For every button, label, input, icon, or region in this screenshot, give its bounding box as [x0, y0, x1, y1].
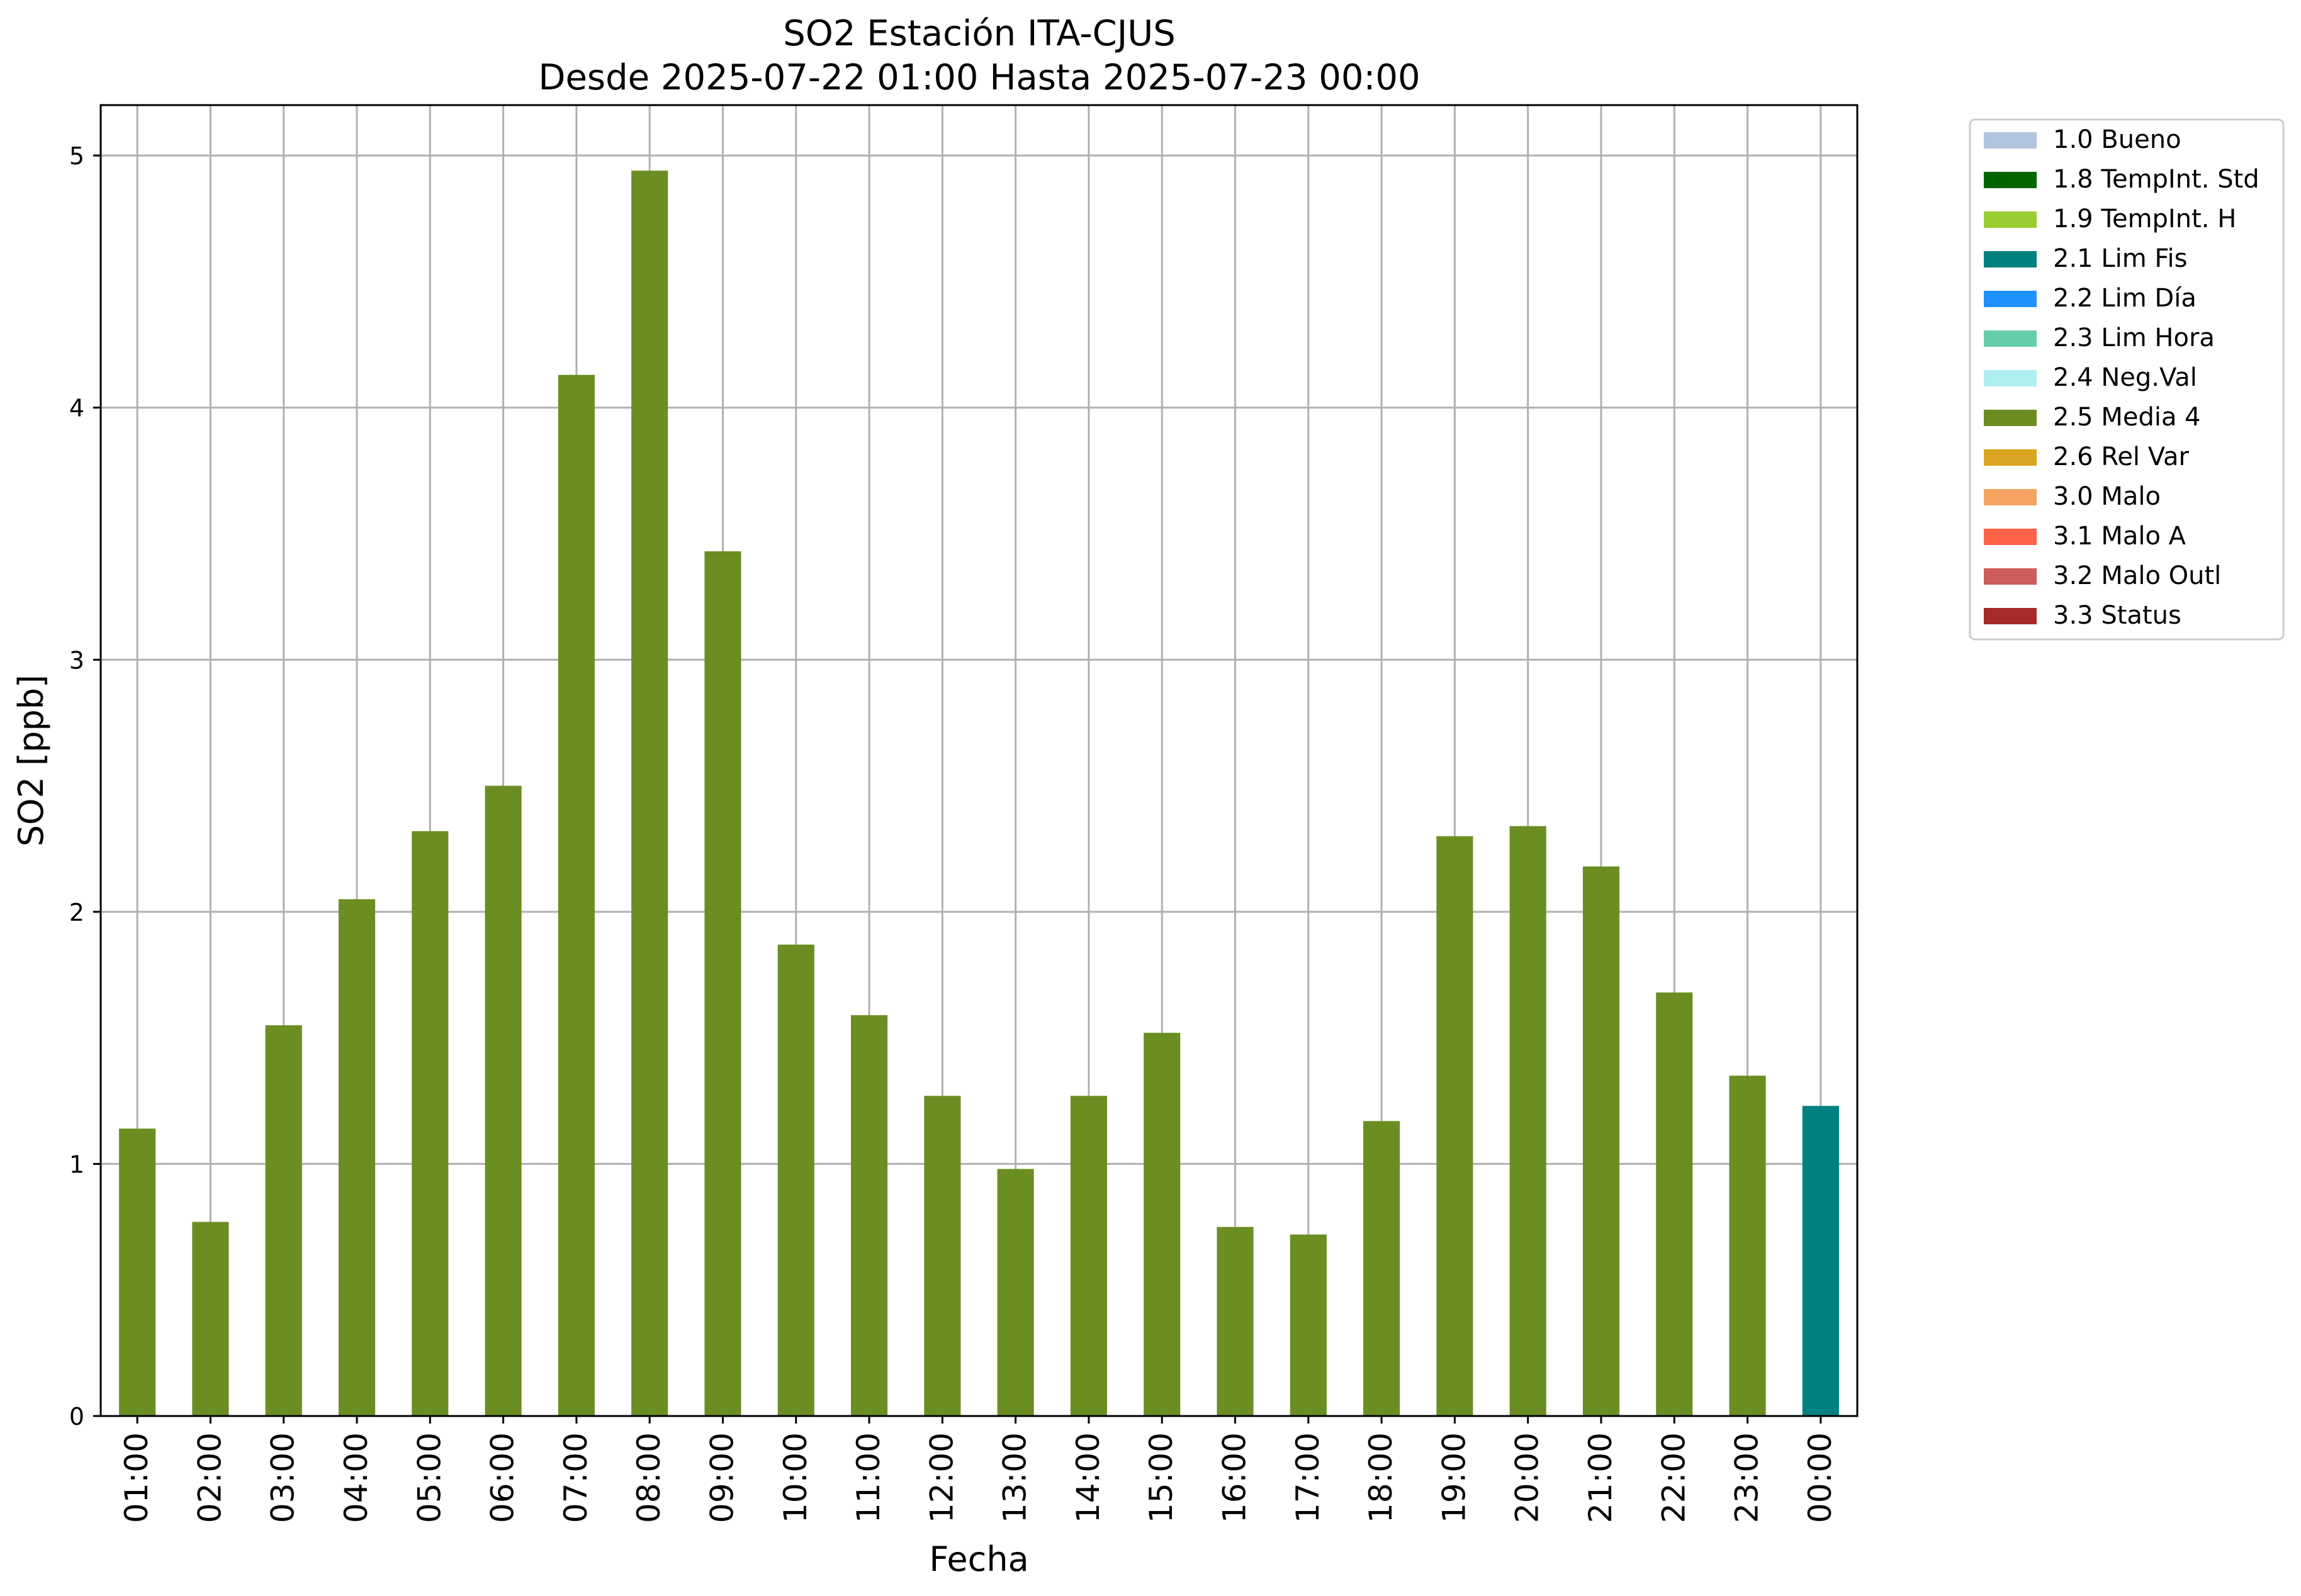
x-tick-label: 23:00 [1729, 1432, 1765, 1523]
legend-box [1969, 118, 2285, 641]
x-tick-label: 01:00 [118, 1432, 155, 1523]
bar-16:00 [1217, 1227, 1254, 1416]
y-tick-label: 2 [69, 899, 84, 926]
legend-swatch [1984, 330, 2037, 347]
x-tick-label: 11:00 [850, 1432, 887, 1523]
y-axis-label: SO2 [ppb] [11, 675, 51, 846]
x-tick-label: 06:00 [485, 1432, 521, 1523]
legend-label: 2.1 Lim Fis [2053, 244, 2187, 273]
legend-swatch [1984, 449, 2037, 466]
x-tick-label: 22:00 [1655, 1432, 1692, 1523]
legend-label: 1.0 Bueno [2053, 125, 2181, 154]
bar-05:00 [412, 831, 449, 1416]
legend-swatch [1984, 172, 2037, 188]
bars [119, 171, 1839, 1416]
chart-subtitle: Desde 2025-07-22 01:00 Hasta 2025-07-23 … [538, 57, 1420, 98]
bar-04:00 [338, 899, 376, 1416]
bar-02:00 [192, 1222, 229, 1416]
x-tick-label: 14:00 [1070, 1432, 1106, 1523]
bar-17:00 [1290, 1234, 1327, 1416]
legend-label: 3.0 Malo [2053, 482, 2161, 511]
legend-swatch [1984, 370, 2037, 386]
y-tick-label: 5 [69, 142, 84, 170]
x-tick-label: 10:00 [777, 1432, 814, 1523]
bar-14:00 [1070, 1096, 1108, 1416]
x-tick-label: 00:00 [1802, 1432, 1838, 1523]
bar-20:00 [1509, 826, 1546, 1416]
legend-swatch [1984, 568, 2037, 585]
legend-swatch [1984, 291, 2037, 307]
legend-swatch [1984, 410, 2037, 426]
legend-label: 3.3 Status [2053, 601, 2181, 630]
bar-08:00 [631, 171, 668, 1416]
bar-00:00 [1802, 1106, 1839, 1416]
bar-18:00 [1363, 1121, 1400, 1416]
x-tick-label: 13:00 [997, 1432, 1033, 1523]
x-tick-label: 12:00 [923, 1432, 960, 1523]
chart-title: SO2 Estación ITA-CJUS [783, 13, 1176, 54]
legend-label: 1.9 TempInt. H [2053, 205, 2236, 233]
x-tick-label: 16:00 [1217, 1432, 1253, 1523]
legend-swatch [1984, 251, 2037, 267]
bar-13:00 [997, 1169, 1034, 1416]
x-tick-label: 21:00 [1582, 1432, 1619, 1523]
x-tick-label: 15:00 [1143, 1432, 1179, 1523]
legend-swatch [1984, 489, 2037, 505]
legend-swatch [1984, 529, 2037, 545]
bar-11:00 [850, 1015, 888, 1416]
x-tick-label: 05:00 [411, 1432, 447, 1523]
y-tick-label: 1 [69, 1150, 84, 1178]
legend-label: 2.4 Neg.Val [2053, 363, 2197, 392]
legend: 1.0 Bueno 1.8 TempInt. Std 1.9 TempInt. H 2… [1969, 118, 2285, 641]
y-tick-label: 4 [69, 395, 84, 422]
x-tick-label: 18:00 [1363, 1432, 1399, 1523]
x-tick-label: 04:00 [338, 1432, 374, 1523]
legend-swatch [1984, 608, 2037, 624]
bar-01:00 [119, 1128, 156, 1416]
bar-09:00 [704, 551, 741, 1416]
bar-22:00 [1656, 992, 1693, 1416]
plot-frame [99, 104, 1859, 1417]
x-tick-label: 03:00 [265, 1432, 301, 1523]
x-axis: 01:00 02:00 03:00 04:00 05:00 06:00 07:00 08:00… [118, 1416, 1838, 1523]
bar-15:00 [1144, 1033, 1181, 1416]
x-tick-label: 20:00 [1509, 1432, 1546, 1523]
legend-label: 3.1 Malo A [2053, 522, 2186, 551]
bar-06:00 [485, 785, 522, 1416]
x-axis-label: Fecha [929, 1539, 1028, 1579]
x-tick-label: 02:00 [191, 1432, 228, 1523]
legend-label: 2.5 Media 4 [2053, 403, 2201, 432]
bar-10:00 [777, 944, 814, 1416]
legend-label: 2.2 Lim Día [2053, 284, 2197, 313]
bar-07:00 [558, 374, 595, 1416]
x-tick-label: 19:00 [1436, 1432, 1472, 1523]
bar-03:00 [265, 1025, 302, 1416]
legend-label: 3.2 Malo Outl [2053, 561, 2221, 590]
legend-swatch [1984, 211, 2037, 228]
y-tick-label: 0 [69, 1403, 84, 1430]
bar-23:00 [1729, 1076, 1766, 1416]
legend-swatch [1984, 132, 2037, 149]
y-tick-label: 3 [69, 646, 84, 674]
bar-19:00 [1436, 836, 1473, 1416]
legend-label: 2.3 Lim Hora [2053, 323, 2215, 352]
bar-21:00 [1582, 866, 1620, 1416]
bar-12:00 [924, 1096, 961, 1416]
y-axis: 0 1 2 3 4 5 [69, 142, 101, 1430]
x-tick-label: 07:00 [558, 1432, 594, 1523]
x-tick-label: 09:00 [704, 1432, 740, 1523]
legend-label: 1.8 TempInt. Std [2053, 165, 2259, 194]
x-tick-label: 17:00 [1290, 1432, 1326, 1523]
legend-label: 2.6 Rel Var [2053, 442, 2190, 471]
x-tick-label: 08:00 [631, 1432, 667, 1523]
